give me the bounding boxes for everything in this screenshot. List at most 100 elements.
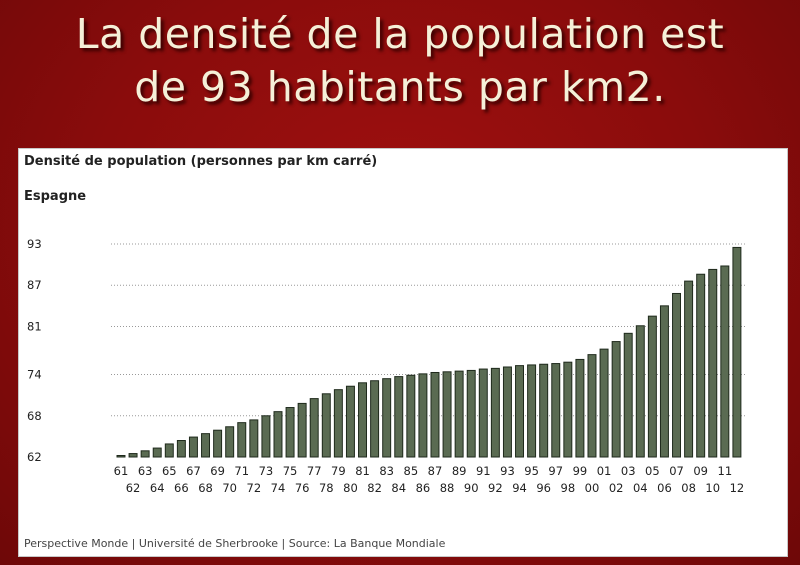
bar xyxy=(358,382,368,458)
bar xyxy=(237,422,247,458)
bar xyxy=(527,364,537,458)
y-tick-label: 93 xyxy=(27,237,42,251)
x-tick-label: 66 xyxy=(174,481,189,495)
x-tick-label: 73 xyxy=(259,464,274,478)
x-tick-label: 97 xyxy=(548,464,563,478)
chart-subtitle: Espagne xyxy=(24,189,87,204)
bar xyxy=(442,371,452,458)
bar xyxy=(623,332,633,458)
x-tick-label: 93 xyxy=(500,464,515,478)
bar xyxy=(684,280,694,458)
bar xyxy=(297,402,307,458)
bar xyxy=(563,361,573,458)
x-tick-label: 71 xyxy=(234,464,249,478)
x-tick-label: 11 xyxy=(718,464,733,478)
bar xyxy=(720,265,730,458)
x-tick-label: 76 xyxy=(295,481,310,495)
bar xyxy=(213,429,223,458)
bar xyxy=(345,385,355,458)
slide-title-line-1: La densité de la population est xyxy=(75,10,725,58)
x-tick-label: 00 xyxy=(585,481,600,495)
x-tick-label: 91 xyxy=(476,464,491,478)
bar xyxy=(659,305,669,458)
bar xyxy=(551,363,561,458)
bar xyxy=(478,368,488,458)
x-tick-label: 89 xyxy=(452,464,467,478)
y-tick-label: 81 xyxy=(27,319,42,333)
bar xyxy=(539,363,549,458)
x-tick-label: 05 xyxy=(645,464,660,478)
bar xyxy=(575,358,585,458)
bar xyxy=(128,453,138,458)
bar xyxy=(225,426,235,458)
x-tick-label: 07 xyxy=(669,464,684,478)
x-tick-label: 61 xyxy=(114,464,129,478)
x-tick-label: 82 xyxy=(367,481,382,495)
x-tick-label: 74 xyxy=(271,481,286,495)
bar xyxy=(152,447,162,458)
bar xyxy=(406,374,416,458)
bar xyxy=(261,415,271,458)
bar xyxy=(515,365,525,458)
x-tick-label: 96 xyxy=(536,481,551,495)
bar-chart: 62 68 74 81 87 93 61 62 63 64 65 66 67 68 69 70 71 72 73 74… xyxy=(27,237,745,495)
x-tick-label: 65 xyxy=(162,464,177,478)
x-tick-label: 87 xyxy=(428,464,443,478)
bar xyxy=(249,419,259,458)
x-tick-label: 78 xyxy=(319,481,334,495)
x-tick-label: 06 xyxy=(657,481,672,495)
x-tick-label: 79 xyxy=(331,464,346,478)
bar xyxy=(430,371,440,458)
bar xyxy=(418,373,428,458)
x-tick-label: 10 xyxy=(705,481,720,495)
bar xyxy=(587,354,597,458)
x-tick-label: 77 xyxy=(307,464,322,478)
x-tick-label: 83 xyxy=(379,464,394,478)
x-tick-label: 01 xyxy=(597,464,612,478)
bar xyxy=(635,325,645,458)
x-tick-label: 04 xyxy=(633,481,648,495)
x-tick-label: 09 xyxy=(693,464,708,478)
bar xyxy=(502,366,512,458)
bar xyxy=(140,450,150,458)
y-tick-label: 68 xyxy=(27,409,42,423)
chart-panel: Densité de population (personnes par km … xyxy=(18,148,788,557)
x-tick-label: 62 xyxy=(126,481,141,495)
bar xyxy=(116,455,126,458)
bar xyxy=(647,315,657,458)
x-tick-label: 88 xyxy=(440,481,455,495)
x-tick-label: 08 xyxy=(681,481,696,495)
bar xyxy=(333,389,343,458)
bar xyxy=(370,380,380,458)
slide-title: La densité de la population est de 93 ha… xyxy=(0,8,800,114)
chart-source: Perspective Monde | Université de Sherbr… xyxy=(24,537,446,550)
x-tick-label: 90 xyxy=(464,481,479,495)
x-tick-label: 92 xyxy=(488,481,503,495)
x-tick-label: 81 xyxy=(355,464,370,478)
bar xyxy=(176,440,186,458)
x-tick-label: 12 xyxy=(730,481,745,495)
x-tick-label: 02 xyxy=(609,481,624,495)
bar xyxy=(611,341,621,458)
x-tick-label: 80 xyxy=(343,481,358,495)
bar xyxy=(164,443,174,458)
x-tick-label: 68 xyxy=(198,481,213,495)
chart-title: Densité de population (personnes par km … xyxy=(24,154,378,169)
bar xyxy=(454,370,464,458)
x-tick-label: 98 xyxy=(561,481,576,495)
bar xyxy=(466,369,476,458)
x-tick-label: 86 xyxy=(416,481,431,495)
bar xyxy=(285,407,295,458)
x-tick-label: 85 xyxy=(404,464,419,478)
x-tick-label: 67 xyxy=(186,464,201,478)
slide-title-line-2: de 93 habitants par km2. xyxy=(134,63,666,111)
bar xyxy=(672,292,682,458)
bar xyxy=(732,246,742,458)
bar xyxy=(273,411,283,458)
bar xyxy=(382,378,392,458)
bar xyxy=(490,367,500,458)
bar xyxy=(321,393,331,458)
x-tick-label: 72 xyxy=(247,481,262,495)
x-tick-label: 95 xyxy=(524,464,539,478)
y-tick-label: 87 xyxy=(27,278,42,292)
